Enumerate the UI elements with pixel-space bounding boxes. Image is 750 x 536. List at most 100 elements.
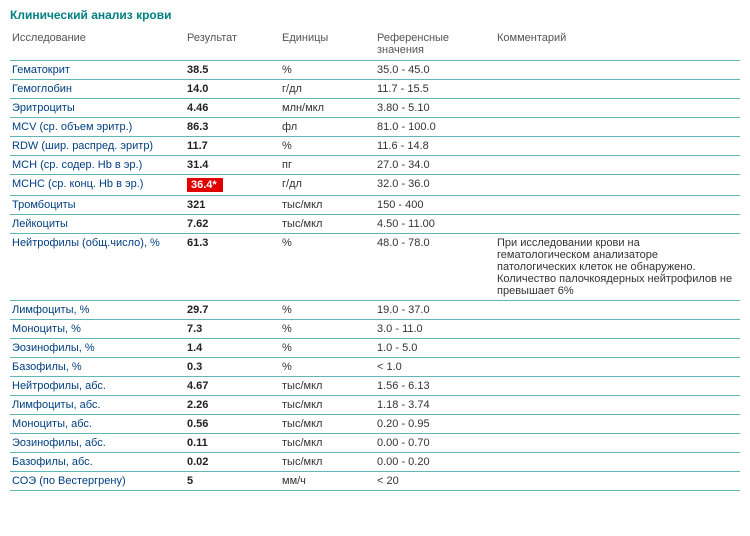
table-row: Нейтрофилы (общ.число), %61.3%48.0 - 78.… xyxy=(10,234,740,301)
cell-ref: 1.0 - 5.0 xyxy=(375,339,495,358)
cell-comment xyxy=(495,118,740,137)
cell-test: СОЭ (по Вестергрену) xyxy=(10,472,185,491)
cell-test: Нейтрофилы, абс. xyxy=(10,377,185,396)
cell-result: 29.7 xyxy=(185,301,280,320)
cell-test: Базофилы, абс. xyxy=(10,453,185,472)
cell-ref: 1.56 - 6.13 xyxy=(375,377,495,396)
cell-test: Лимфоциты, % xyxy=(10,301,185,320)
cell-result: 0.3 xyxy=(185,358,280,377)
cell-result: 7.62 xyxy=(185,215,280,234)
result-flagged: 36.4* xyxy=(187,178,223,192)
cell-test: RDW (шир. распред. эритр) xyxy=(10,137,185,156)
blood-test-table: Исследование Результат Единицы Референсн… xyxy=(10,28,740,491)
cell-units: г/дл xyxy=(280,175,375,196)
table-row: Эритроциты4.46млн/мкл3.80 - 5.10 xyxy=(10,99,740,118)
cell-ref: 48.0 - 78.0 xyxy=(375,234,495,301)
cell-result: 321 xyxy=(185,196,280,215)
cell-units: % xyxy=(280,339,375,358)
cell-comment xyxy=(495,377,740,396)
cell-test: Тромбоциты xyxy=(10,196,185,215)
cell-units: % xyxy=(280,61,375,80)
cell-comment xyxy=(495,453,740,472)
cell-ref: 19.0 - 37.0 xyxy=(375,301,495,320)
cell-units: % xyxy=(280,137,375,156)
table-row: Нейтрофилы, абс.4.67тыс/мкл1.56 - 6.13 xyxy=(10,377,740,396)
cell-ref: 0.20 - 0.95 xyxy=(375,415,495,434)
cell-ref: 0.00 - 0.20 xyxy=(375,453,495,472)
cell-units: г/дл xyxy=(280,80,375,99)
cell-result: 31.4 xyxy=(185,156,280,175)
table-row: Гемоглобин14.0г/дл11.7 - 15.5 xyxy=(10,80,740,99)
cell-comment xyxy=(495,415,740,434)
cell-comment xyxy=(495,175,740,196)
cell-comment xyxy=(495,196,740,215)
cell-test: Эозинофилы, абс. xyxy=(10,434,185,453)
cell-result: 4.46 xyxy=(185,99,280,118)
cell-ref: 3.80 - 5.10 xyxy=(375,99,495,118)
cell-ref: 4.50 - 11.00 xyxy=(375,215,495,234)
cell-comment xyxy=(495,215,740,234)
cell-units: % xyxy=(280,358,375,377)
cell-result: 4.67 xyxy=(185,377,280,396)
report-title: Клинический анализ крови xyxy=(10,8,740,22)
table-row: MCH (ср. содер. Hb в эр.)31.4пг27.0 - 34… xyxy=(10,156,740,175)
cell-test: Базофилы, % xyxy=(10,358,185,377)
cell-units: тыс/мкл xyxy=(280,434,375,453)
cell-units: % xyxy=(280,301,375,320)
cell-units: тыс/мкл xyxy=(280,196,375,215)
cell-test: MCHC (ср. конц. Hb в эр.) xyxy=(10,175,185,196)
cell-comment xyxy=(495,80,740,99)
col-ref: Референсные значения xyxy=(375,28,495,61)
table-row: Тромбоциты321тыс/мкл150 - 400 xyxy=(10,196,740,215)
table-row: Базофилы, абс.0.02тыс/мкл0.00 - 0.20 xyxy=(10,453,740,472)
cell-units: тыс/мкл xyxy=(280,453,375,472)
table-row: Эозинофилы, абс.0.11тыс/мкл0.00 - 0.70 xyxy=(10,434,740,453)
cell-result: 7.3 xyxy=(185,320,280,339)
cell-result: 61.3 xyxy=(185,234,280,301)
cell-result: 38.5 xyxy=(185,61,280,80)
cell-ref: 150 - 400 xyxy=(375,196,495,215)
cell-ref: < 1.0 xyxy=(375,358,495,377)
table-row: Лейкоциты7.62тыс/мкл4.50 - 11.00 xyxy=(10,215,740,234)
cell-test: Моноциты, абс. xyxy=(10,415,185,434)
cell-comment xyxy=(495,396,740,415)
cell-ref: 35.0 - 45.0 xyxy=(375,61,495,80)
cell-result: 2.26 xyxy=(185,396,280,415)
cell-result: 0.11 xyxy=(185,434,280,453)
table-row: Моноциты, %7.3%3.0 - 11.0 xyxy=(10,320,740,339)
table-row: Базофилы, %0.3%< 1.0 xyxy=(10,358,740,377)
table-row: Лимфоциты, %29.7%19.0 - 37.0 xyxy=(10,301,740,320)
cell-ref: 27.0 - 34.0 xyxy=(375,156,495,175)
cell-result: 5 xyxy=(185,472,280,491)
cell-ref: 11.7 - 15.5 xyxy=(375,80,495,99)
cell-ref: 1.18 - 3.74 xyxy=(375,396,495,415)
cell-ref: 0.00 - 0.70 xyxy=(375,434,495,453)
cell-result: 0.02 xyxy=(185,453,280,472)
cell-comment: При исследовании крови на гематологическ… xyxy=(495,234,740,301)
cell-result: 11.7 xyxy=(185,137,280,156)
cell-test: Эритроциты xyxy=(10,99,185,118)
cell-ref: < 20 xyxy=(375,472,495,491)
cell-result: 1.4 xyxy=(185,339,280,358)
cell-units: % xyxy=(280,234,375,301)
cell-comment xyxy=(495,358,740,377)
cell-comment xyxy=(495,320,740,339)
cell-comment xyxy=(495,434,740,453)
cell-units: % xyxy=(280,320,375,339)
table-header-row: Исследование Результат Единицы Референсн… xyxy=(10,28,740,61)
table-row: MCHC (ср. конц. Hb в эр.)36.4*г/дл32.0 -… xyxy=(10,175,740,196)
cell-units: тыс/мкл xyxy=(280,415,375,434)
cell-ref: 81.0 - 100.0 xyxy=(375,118,495,137)
cell-units: фл xyxy=(280,118,375,137)
cell-test: Лимфоциты, абс. xyxy=(10,396,185,415)
cell-ref: 11.6 - 14.8 xyxy=(375,137,495,156)
col-result: Результат xyxy=(185,28,280,61)
col-units: Единицы xyxy=(280,28,375,61)
cell-result: 36.4* xyxy=(185,175,280,196)
cell-ref: 3.0 - 11.0 xyxy=(375,320,495,339)
table-row: СОЭ (по Вестергрену)5мм/ч< 20 xyxy=(10,472,740,491)
cell-test: MCH (ср. содер. Hb в эр.) xyxy=(10,156,185,175)
cell-units: пг xyxy=(280,156,375,175)
cell-result: 14.0 xyxy=(185,80,280,99)
cell-result: 0.56 xyxy=(185,415,280,434)
